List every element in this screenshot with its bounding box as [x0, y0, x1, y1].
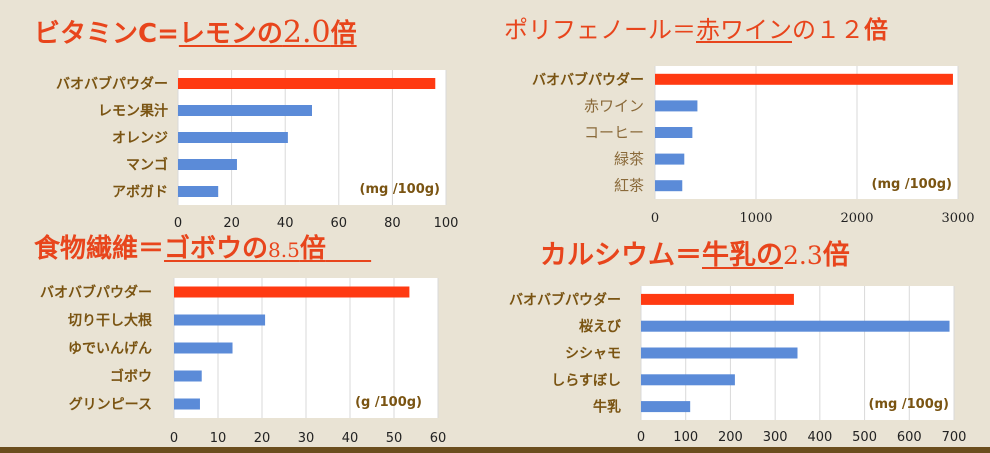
plot-area-polyphenol: [655, 66, 958, 199]
tick-label: 60: [331, 216, 348, 231]
unit-label: (mg /100g): [360, 182, 440, 197]
title-underlined: レモンの2.0倍: [178, 15, 357, 50]
category-label: マンゴ: [126, 157, 168, 174]
chart-title: ビタミンC=レモンの2.0倍: [34, 18, 357, 48]
category-label: グリンピース: [69, 396, 152, 413]
tick-label: 0: [170, 431, 178, 446]
bar-2: [655, 127, 693, 138]
title-prefix: ビタミンC=: [34, 19, 179, 49]
category-label: ゴボウ: [110, 368, 152, 385]
unit-label: (mg /100g): [872, 177, 952, 192]
tick-label: 20: [254, 431, 271, 446]
category-label: しらすぼし: [551, 373, 621, 389]
title-number: の１２: [792, 16, 864, 44]
title-underlined: 赤ワイン: [696, 16, 792, 44]
tick-label: 500: [852, 430, 877, 445]
title-prefix: 食物繊維＝: [34, 234, 165, 264]
bar-3: [178, 159, 237, 170]
chart-title: 食物繊維＝ゴボウの8.5倍: [34, 236, 371, 262]
title-suffix: 倍: [822, 240, 850, 271]
tick-label: 0: [174, 216, 182, 231]
tick-label: 80: [384, 216, 401, 231]
bar-1: [641, 320, 950, 332]
category-label: バオバブパウダー: [509, 291, 621, 308]
bottom-border: [0, 447, 990, 453]
bar-2: [178, 132, 288, 143]
category-label: 紅茶: [614, 177, 644, 195]
category-label: シシャモ: [565, 346, 621, 362]
title-underlined: ゴボウの8.5倍: [164, 234, 326, 264]
bar-3: [655, 153, 685, 165]
category-label: バオバブパウダー: [56, 76, 168, 93]
title-prefix: ポリフェノール＝: [504, 16, 696, 44]
bar-3: [174, 370, 202, 382]
tick-label: 100: [673, 430, 698, 445]
tick-label: 40: [342, 431, 359, 446]
category-label: 桜えび: [579, 318, 622, 335]
category-label: バオバブパウダー: [40, 284, 152, 301]
category-label: 緑茶: [614, 150, 644, 168]
bar-3: [641, 374, 735, 386]
title-underlined: 牛乳の: [702, 240, 783, 271]
tick-label: 50: [386, 431, 403, 446]
category-label: オレンジ: [112, 131, 168, 147]
category-label: レモン果汁: [98, 103, 168, 120]
unit-label: (mg /100g): [869, 397, 949, 412]
bar-2: [641, 347, 798, 359]
chart-title: ポリフェノール＝赤ワインの１２倍: [504, 18, 888, 42]
bar-1: [174, 314, 266, 326]
category-label: 赤ワイン: [584, 97, 644, 115]
bar-4: [641, 401, 691, 413]
tick-label: 700: [942, 430, 967, 445]
unit-label: (g /100g): [355, 395, 422, 410]
tick-label: 0: [651, 211, 659, 226]
tick-label: 400: [807, 430, 832, 445]
category-label: コーヒー: [584, 124, 644, 142]
tick-label: 60: [430, 431, 447, 446]
tick-label: 30: [298, 431, 315, 446]
bar-0: [655, 73, 953, 85]
category-label: 牛乳: [593, 399, 621, 416]
bar-4: [174, 398, 200, 410]
title-suffix: 倍: [864, 16, 888, 44]
category-label: ゆでいんげん: [68, 341, 152, 357]
title-prefix: カルシウム＝: [540, 240, 702, 271]
bar-4: [178, 186, 219, 197]
tick-label: 300: [763, 430, 788, 445]
bar-0: [178, 78, 436, 89]
tick-label: 200: [718, 430, 743, 445]
bar-2: [174, 342, 233, 354]
category-label: 切り干し大根: [68, 312, 153, 329]
tick-label: 0: [637, 430, 645, 445]
tick-label: 40: [277, 216, 294, 231]
bar-1: [178, 105, 312, 116]
tick-label: 100: [434, 216, 459, 231]
tick-label: 3000: [941, 211, 974, 226]
bar-1: [655, 100, 698, 112]
category-label: バオバブパウダー: [532, 71, 644, 88]
tick-label: 1000: [739, 211, 772, 226]
tick-label: 10: [210, 431, 227, 446]
bar-0: [641, 293, 794, 305]
bar-4: [655, 180, 683, 192]
bar-0: [174, 286, 410, 298]
title-number: 2.3: [783, 241, 823, 270]
tick-label: 20: [223, 216, 240, 231]
tick-label: 600: [897, 430, 922, 445]
chart-title: カルシウム＝牛乳の2.3倍: [540, 242, 850, 269]
category-label: アボガド: [112, 185, 168, 201]
tick-label: 2000: [840, 211, 873, 226]
